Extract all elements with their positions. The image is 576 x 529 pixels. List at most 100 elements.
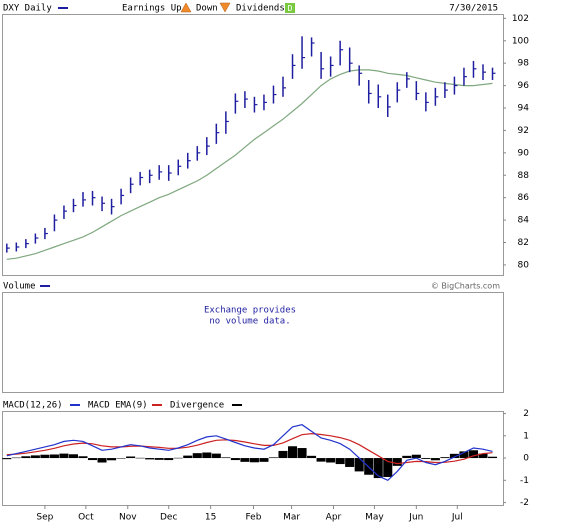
divergence-bar (183, 455, 193, 459)
divergence-bar (116, 458, 126, 459)
ohlc-bar (472, 60, 477, 78)
earnings-up-icon (180, 2, 192, 13)
y-tick-label: 82 (518, 238, 529, 248)
divergence-bar (268, 457, 278, 459)
y-tick-label: 1 (523, 431, 529, 441)
divergence-bar (392, 458, 402, 466)
volume-note: no volume data. (209, 317, 290, 327)
volume-frame (2, 292, 504, 393)
credit: © BigCharts.com (431, 282, 500, 291)
divergence-bar (449, 453, 459, 459)
ohlc-bar (320, 51, 325, 79)
ohlc-bar (377, 84, 382, 109)
ohlc-bar (491, 67, 496, 80)
x-tick-label: Jun (408, 513, 423, 523)
divergence-bar (88, 458, 98, 461)
ohlc-bar (215, 123, 220, 144)
x-tick-label: 15 (205, 513, 216, 523)
x-tick-label: Dec (160, 513, 177, 523)
ohlc-bar (358, 65, 363, 86)
ohlc-bar (139, 171, 144, 186)
ohlc-bar (225, 111, 229, 134)
y-tick-label: 100 (512, 36, 529, 46)
divergence-bar (421, 458, 431, 459)
ohlc-bar (234, 93, 239, 114)
ohlc-bar (91, 190, 96, 206)
ohlc-bar (158, 165, 163, 180)
ohlc-bar (415, 81, 420, 101)
divergence-bar (126, 456, 136, 459)
ohlc-bar (44, 227, 48, 240)
divergence-bar (2, 458, 12, 460)
legend-label: Divergence (170, 401, 224, 411)
y-tick-label: 90 (518, 148, 530, 158)
y-tick-label: 94 (518, 104, 530, 114)
dividends-label: Dividends (236, 4, 285, 14)
divergence-bar (411, 454, 421, 459)
divergence-bar (30, 455, 40, 459)
ohlc-bar (101, 196, 106, 212)
ohlc-bar (329, 56, 334, 77)
ohlc-bar (196, 146, 201, 161)
divergence-bar (173, 457, 183, 459)
ohlc-bar (72, 198, 77, 213)
ohlc-bar (206, 137, 210, 156)
ohlc-bar (167, 165, 172, 181)
y-tick-label: 98 (518, 59, 530, 69)
divergence-bar (68, 454, 78, 459)
divergence-bar (221, 457, 231, 459)
y-tick-label: -2 (520, 498, 529, 508)
legend-label: MACD EMA(9) (88, 401, 148, 411)
earnings-down-icon (219, 2, 231, 13)
divergence-bar (59, 453, 69, 459)
ohlc-bar (25, 239, 29, 249)
ohlc-bar (348, 47, 353, 73)
divergence-bar (297, 448, 307, 459)
volume-note: Exchange provides (204, 306, 296, 316)
divergence-bar (440, 457, 450, 459)
divergence-bar (21, 456, 31, 459)
y-tick-label: -1 (520, 476, 529, 486)
divergence-bar (40, 454, 50, 459)
ohlc-bar (396, 82, 401, 103)
x-tick-label: Sep (36, 513, 53, 523)
divergence-bar (430, 458, 440, 461)
x-tick-label: Mar (283, 513, 300, 523)
divergence-bar (345, 458, 355, 467)
divergence-bar (78, 456, 88, 459)
ohlc-bar (425, 92, 429, 112)
earnings-label: Earnings Up (122, 4, 182, 14)
x-tick-label: Apr (326, 513, 342, 523)
y-tick-label: 102 (512, 14, 529, 24)
ohlc-bar (120, 188, 125, 205)
divergence-bar (249, 458, 259, 463)
divergence-bar (135, 457, 145, 459)
divergence-bar (145, 458, 155, 460)
divergence-bar (240, 458, 250, 462)
divergence-bar (478, 453, 488, 459)
moving-average (6, 69, 493, 260)
date-label: 7/30/2015 (449, 4, 498, 14)
ohlc-bar (434, 87, 439, 106)
ohlc-bar (282, 76, 286, 97)
volume-title: Volume (3, 282, 36, 292)
divergence-bar (316, 458, 326, 462)
divergence-bar (154, 458, 164, 460)
ohlc-bar (263, 94, 267, 111)
divergence-bar (468, 450, 478, 459)
ohlc-bar (310, 37, 315, 57)
ohlc-bar (63, 205, 67, 219)
dividends-icon (285, 3, 295, 13)
ohlc-bar (110, 198, 115, 215)
ohlc-bar (367, 80, 372, 104)
ohlc-bar (177, 159, 182, 176)
divergence-bar (164, 458, 174, 461)
divergence-bar (97, 458, 107, 463)
ohlc-bar (34, 233, 39, 244)
y-tick-label: 92 (518, 126, 529, 136)
x-tick-label: Nov (119, 513, 137, 523)
legend-label: MACD(12,26) (3, 401, 63, 411)
ohlc-bar (339, 40, 344, 66)
divergence-bar (259, 458, 269, 462)
divergence-bar (459, 451, 469, 459)
